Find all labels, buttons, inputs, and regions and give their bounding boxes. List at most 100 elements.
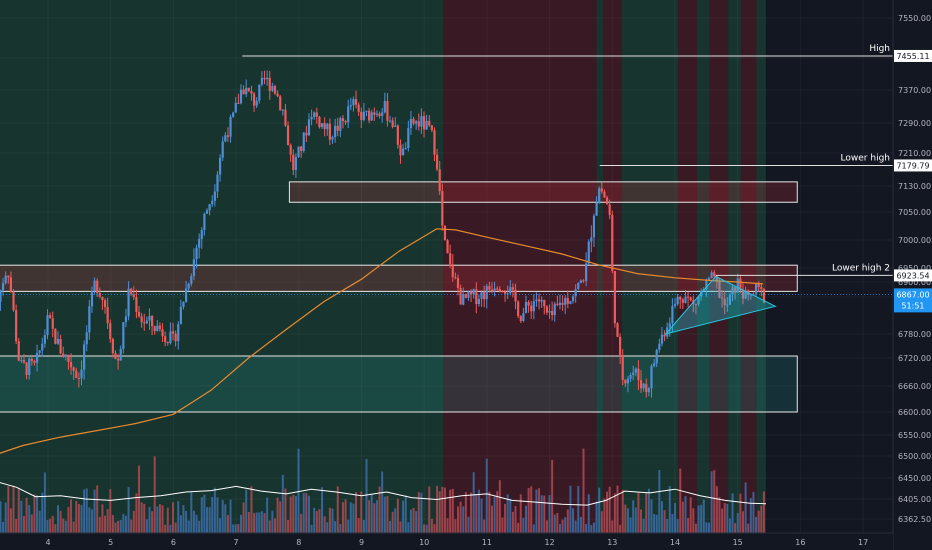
volume-bar [234,524,237,533]
x-tick-label: 5 [108,538,113,547]
volume-bar [572,508,575,533]
volume-bar [284,488,287,533]
volume-bar [135,493,138,533]
volume-bar [608,486,611,533]
volume-bar [148,507,151,533]
candle-body [415,121,418,124]
candle-body [749,294,752,296]
candle-body [28,358,31,375]
candle-body [313,112,316,118]
candle-body [43,335,47,344]
candle-body [192,259,196,277]
candle-body [83,344,86,370]
volume-bar [600,511,603,533]
candle-body [114,353,117,359]
candle-body [352,99,355,106]
candle-body [736,278,739,293]
volume-bar [660,501,663,533]
time-axis-panel[interactable] [0,533,893,550]
volume-bar [143,503,146,533]
volume-bar [490,505,493,533]
candle-body [619,336,622,355]
volume-bar [524,505,527,533]
volume-bar [132,510,135,533]
volume-bar [88,507,91,533]
volume-bar [315,510,318,533]
candle-body [174,333,177,342]
candle-body [88,306,91,333]
candle-body [676,296,679,305]
candle-body [705,280,708,290]
candle-body [435,154,439,170]
volume-bar [38,510,41,533]
candle-body [501,291,504,293]
candle-body [69,362,73,368]
price-tags: 7455.11 7179.79 6923.54 6867.00 51:51 [894,49,932,313]
volume-bar [276,497,279,533]
volume-bar [668,486,671,533]
candle-body [551,310,554,316]
volume-bar [41,492,44,533]
volume-bar [647,488,650,533]
candle-body [679,296,682,300]
volume-bar [96,485,99,533]
candle-body [67,354,70,363]
session-band [728,0,741,533]
volume-bar [33,494,36,533]
candle-body [375,113,379,115]
candle-body [553,303,556,316]
candle-body [561,302,564,305]
volume-bar [684,496,687,533]
volume-bar [705,522,708,533]
candle-body [697,296,700,305]
candle-body [122,322,125,349]
session-bands [0,0,766,533]
volume-bar [726,503,729,533]
candle-body [25,362,28,375]
candle-body [98,293,101,297]
session-band [756,0,766,533]
candle-body [532,301,535,312]
candle-body [286,125,290,146]
candle-body [404,147,407,149]
volume-bar [514,506,517,533]
candle-body [90,291,94,307]
candle-body [433,130,436,155]
volume-bar [739,493,742,533]
volume-bar [260,511,263,533]
volume-bar [98,516,101,533]
volume-bar [496,491,499,533]
candle-body [757,283,760,288]
volume-bar [412,507,415,533]
volume-bar [459,501,462,533]
candle-body [341,118,345,122]
candle-body [543,299,546,307]
candle-body [396,125,399,145]
candle-body [357,104,360,112]
volume-bar [566,509,569,533]
volume-bar [122,513,125,533]
volume-bar [169,524,172,533]
volume-bar [43,472,46,533]
candle-body [273,86,277,94]
candle-body [56,338,60,344]
candle-body [260,77,264,85]
candle-body [250,91,253,94]
volume-bar [522,517,525,533]
volume-bar [313,507,316,533]
volume-bar [292,494,295,533]
session-band [740,0,757,533]
candle-body [0,290,2,302]
candle-body [200,230,203,240]
volume-bar [36,495,39,533]
candle-body [673,304,677,307]
candle-body [459,288,462,305]
volume-bar [433,524,436,533]
annotation-label: Lower high [841,153,890,163]
volume-bar [428,486,431,533]
candle-body [49,315,52,319]
candle-body [590,237,593,242]
volume-bar [457,506,460,533]
volume-bar [467,516,470,533]
